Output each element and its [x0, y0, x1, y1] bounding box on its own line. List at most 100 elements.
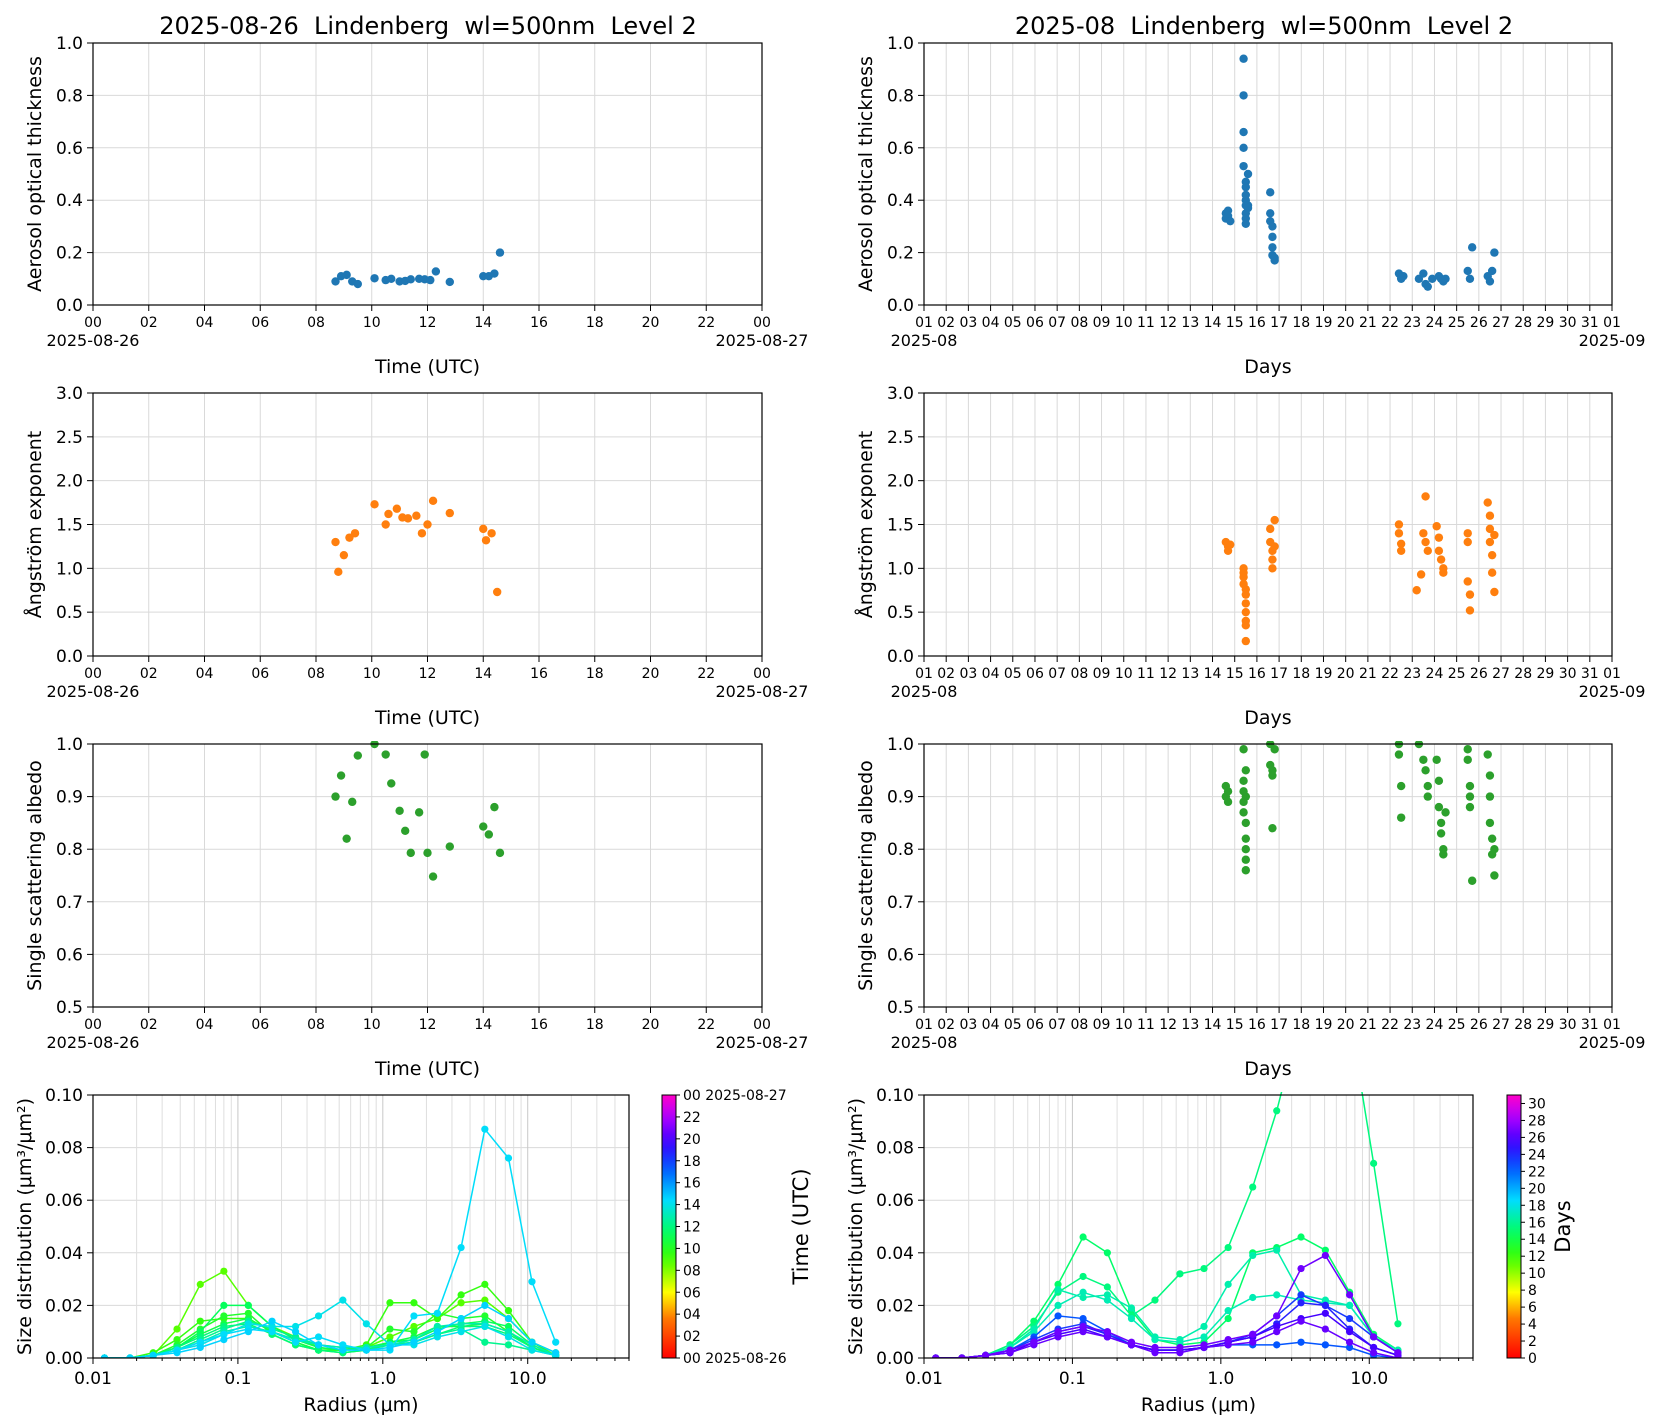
plot-frame [92, 743, 763, 1008]
colorbar-tick-label: 00 2025-08-26 [683, 1351, 787, 1367]
tick-label-y: 3.0 [56, 384, 83, 404]
series-point [1273, 1246, 1281, 1254]
tick-label-y: 0.5 [56, 603, 83, 623]
x-end-label: 2025-08-27 [716, 1033, 809, 1052]
y-axis-label: Single scattering albedo [24, 760, 46, 991]
x-axis-label: Radius (μm) [303, 1394, 418, 1416]
tick-label-x: 26 [1470, 666, 1488, 682]
series-point [1394, 1320, 1402, 1328]
data-point [1268, 243, 1277, 252]
series-point [528, 1278, 536, 1286]
tick-label-x: 00 [753, 666, 771, 682]
data-point [1394, 750, 1404, 759]
x-end-label: 2025-09 [1579, 1033, 1646, 1052]
data-point [1465, 781, 1475, 791]
colorbar [1506, 1094, 1522, 1359]
x-end-label: 2025-08-27 [716, 331, 809, 350]
series-point [1345, 1328, 1354, 1336]
data-point [1490, 871, 1499, 880]
tick-label-y: 0.5 [56, 998, 83, 1018]
tick-label-x: 31 [1581, 666, 1599, 682]
tick-label-x: 28 [1514, 315, 1532, 331]
series-point [1030, 1338, 1038, 1346]
tick-label-y: 0.00 [876, 1349, 914, 1369]
data-point [1226, 216, 1235, 226]
tick-label-x: 12 [1159, 315, 1177, 331]
tick-label-x: 18 [1292, 315, 1310, 331]
tick-label-x: 00 [753, 315, 771, 331]
data-point [342, 270, 351, 280]
tick-label-x: 0.01 [905, 1369, 943, 1389]
data-point [1241, 590, 1251, 599]
data-point [1485, 792, 1495, 801]
x-start-label: 2025-08-26 [47, 682, 140, 701]
series-point [362, 1320, 370, 1328]
tick-label-y: 0.4 [887, 191, 914, 211]
data-point [1396, 546, 1406, 555]
tick-label-y: 0.06 [876, 1191, 914, 1211]
series-point [1249, 1330, 1257, 1338]
data-point [1423, 781, 1432, 791]
data-point [1268, 564, 1277, 573]
series-point [1151, 1296, 1159, 1304]
data-point [1487, 550, 1497, 560]
y-axis-label: Ångström exponent [854, 431, 877, 619]
series-point [1370, 1349, 1378, 1357]
data-point [1394, 520, 1404, 529]
tick-label-y: 0.5 [887, 998, 914, 1018]
data-point [381, 520, 390, 529]
colorbar-tick-label: 16 [1528, 1215, 1546, 1231]
series-point [1224, 1335, 1232, 1344]
tick-label-x: 0.01 [74, 1369, 112, 1389]
series-point [173, 1349, 181, 1357]
data-point [1465, 792, 1475, 801]
series-point [410, 1299, 418, 1307]
tick-label-x: 24 [1426, 315, 1444, 331]
tick-label-x: 26 [1470, 315, 1488, 331]
data-point [387, 779, 396, 788]
series-point [481, 1338, 489, 1346]
data-point [1419, 529, 1428, 538]
series-point [1079, 1314, 1087, 1323]
plot-frame [923, 42, 1613, 306]
data-point [1241, 855, 1251, 864]
tick-label-y: 0.4 [56, 191, 83, 211]
series-point [1249, 1251, 1257, 1260]
tick-label-x: 20 [642, 1017, 660, 1033]
series-point [1370, 1159, 1378, 1167]
series-line [104, 1304, 557, 1358]
data-point [381, 750, 390, 759]
tick-label-x: 28 [1514, 1017, 1532, 1033]
series-point [1054, 1312, 1062, 1320]
series-point [314, 1333, 323, 1341]
tick-label-y: 0.0 [56, 647, 83, 667]
series-point [1006, 1346, 1014, 1354]
series-point [1176, 1338, 1184, 1346]
colorbar-tick-label: 0 [1528, 1351, 1537, 1367]
tick-label-x: 05 [1004, 1017, 1022, 1033]
data-point [1241, 182, 1251, 192]
tick-label-x: 06 [1026, 315, 1044, 331]
plot-frame [92, 42, 763, 306]
series-point [1079, 1288, 1087, 1296]
plot-frame [923, 392, 1613, 657]
data-point [428, 872, 438, 881]
tick-label-y: 1.0 [56, 735, 83, 755]
series-line [104, 1127, 557, 1358]
series-point [410, 1338, 418, 1346]
series-point [1297, 1317, 1305, 1325]
colorbar-tick-label: 12 [683, 1220, 701, 1236]
series-point [410, 1312, 418, 1320]
series-point [1273, 1312, 1281, 1320]
data-point [431, 267, 441, 276]
tick-label-x: 0.1 [1059, 1369, 1086, 1389]
data-point [339, 550, 349, 560]
data-point [1223, 797, 1233, 807]
tick-label-x: 25 [1448, 315, 1466, 331]
tick-label-x: 02 [937, 315, 955, 331]
tick-label-y: 0.06 [45, 1191, 83, 1211]
data-point [1241, 621, 1251, 630]
data-point [1266, 188, 1275, 197]
data-point [428, 496, 438, 506]
x-start-label: 2025-08-26 [47, 331, 140, 350]
